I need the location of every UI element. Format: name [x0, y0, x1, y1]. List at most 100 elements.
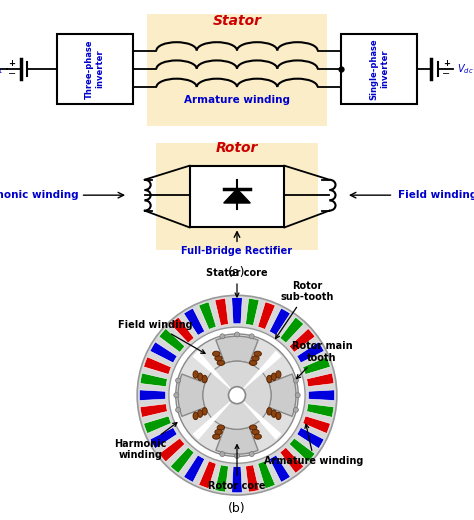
Wedge shape — [184, 308, 205, 335]
Ellipse shape — [213, 351, 220, 356]
Text: (a): (a) — [228, 266, 246, 279]
Text: Three-phase
inverter: Three-phase inverter — [85, 39, 104, 99]
Wedge shape — [178, 374, 205, 417]
Circle shape — [176, 334, 298, 457]
Text: Rotor main
tooth: Rotor main tooth — [292, 341, 352, 379]
Circle shape — [293, 378, 299, 383]
Circle shape — [228, 387, 246, 404]
Wedge shape — [269, 455, 290, 482]
Circle shape — [293, 407, 299, 412]
Wedge shape — [215, 298, 228, 326]
Text: Full-Bridge Rectifier: Full-Bridge Rectifier — [182, 246, 292, 256]
Text: Stator core: Stator core — [206, 268, 268, 297]
Text: Field winding: Field winding — [118, 320, 205, 354]
Wedge shape — [140, 404, 167, 418]
Wedge shape — [246, 298, 259, 326]
Wedge shape — [170, 447, 194, 473]
Circle shape — [169, 327, 305, 463]
Wedge shape — [309, 390, 335, 400]
Wedge shape — [289, 438, 315, 462]
Wedge shape — [237, 350, 282, 395]
Wedge shape — [144, 416, 171, 434]
Wedge shape — [216, 336, 258, 363]
Circle shape — [295, 393, 300, 398]
Wedge shape — [280, 447, 304, 473]
Ellipse shape — [249, 360, 257, 366]
Bar — [57, 34, 133, 104]
Wedge shape — [159, 329, 185, 352]
Ellipse shape — [215, 430, 222, 435]
Ellipse shape — [193, 412, 198, 420]
Ellipse shape — [267, 408, 272, 415]
Ellipse shape — [198, 410, 203, 418]
Wedge shape — [140, 373, 167, 386]
Wedge shape — [232, 297, 242, 324]
Wedge shape — [159, 438, 185, 462]
Wedge shape — [184, 455, 205, 482]
Wedge shape — [215, 465, 228, 492]
Wedge shape — [150, 342, 177, 363]
Text: −: − — [8, 69, 16, 80]
Text: Rotor core: Rotor core — [208, 445, 266, 491]
Wedge shape — [199, 302, 216, 330]
Circle shape — [175, 407, 181, 412]
Circle shape — [137, 295, 337, 495]
Ellipse shape — [198, 373, 203, 381]
Wedge shape — [246, 465, 259, 492]
Circle shape — [174, 393, 179, 398]
Ellipse shape — [217, 360, 225, 366]
Wedge shape — [297, 342, 324, 363]
Ellipse shape — [254, 351, 261, 356]
Wedge shape — [216, 427, 258, 454]
Ellipse shape — [202, 375, 207, 383]
Ellipse shape — [252, 430, 259, 435]
Text: (b): (b) — [228, 502, 246, 515]
Wedge shape — [150, 427, 177, 448]
Ellipse shape — [267, 375, 272, 383]
Ellipse shape — [271, 373, 276, 381]
Ellipse shape — [215, 356, 222, 361]
Text: +: + — [9, 59, 15, 68]
Text: $V_{dc-1}$: $V_{dc-1}$ — [0, 62, 2, 76]
Bar — [190, 166, 284, 227]
Bar — [156, 143, 318, 250]
Text: Armature winding: Armature winding — [264, 424, 364, 466]
Wedge shape — [170, 317, 194, 343]
Text: $V_{dc-2}$: $V_{dc-2}$ — [457, 62, 474, 76]
Wedge shape — [280, 317, 304, 343]
Wedge shape — [192, 395, 237, 440]
Ellipse shape — [193, 371, 198, 378]
Polygon shape — [224, 189, 250, 203]
Wedge shape — [269, 308, 290, 335]
Wedge shape — [297, 427, 324, 448]
Text: Armature winding: Armature winding — [184, 95, 290, 105]
Wedge shape — [303, 416, 330, 434]
Wedge shape — [307, 373, 334, 386]
Ellipse shape — [217, 425, 225, 430]
Text: −: − — [442, 69, 451, 80]
Ellipse shape — [276, 371, 281, 378]
Circle shape — [220, 451, 225, 457]
Text: Stator: Stator — [212, 14, 262, 28]
Text: Harmonic
winding: Harmonic winding — [114, 423, 177, 460]
Ellipse shape — [213, 434, 220, 439]
Circle shape — [235, 453, 239, 459]
Wedge shape — [199, 461, 216, 489]
Wedge shape — [139, 390, 165, 400]
Text: Single-phase
inverter: Single-phase inverter — [370, 38, 389, 100]
Text: +: + — [443, 59, 450, 68]
Circle shape — [249, 451, 254, 457]
Wedge shape — [269, 374, 296, 417]
Wedge shape — [258, 461, 275, 489]
Circle shape — [235, 332, 239, 337]
Wedge shape — [289, 329, 315, 352]
Ellipse shape — [276, 412, 281, 420]
Text: Rotor
sub-tooth: Rotor sub-tooth — [276, 281, 334, 339]
Ellipse shape — [249, 425, 257, 430]
Ellipse shape — [271, 410, 276, 418]
Wedge shape — [232, 466, 242, 493]
Wedge shape — [144, 357, 171, 374]
Wedge shape — [192, 350, 237, 395]
Text: Field winding: Field winding — [398, 190, 474, 200]
Bar — [341, 34, 417, 104]
